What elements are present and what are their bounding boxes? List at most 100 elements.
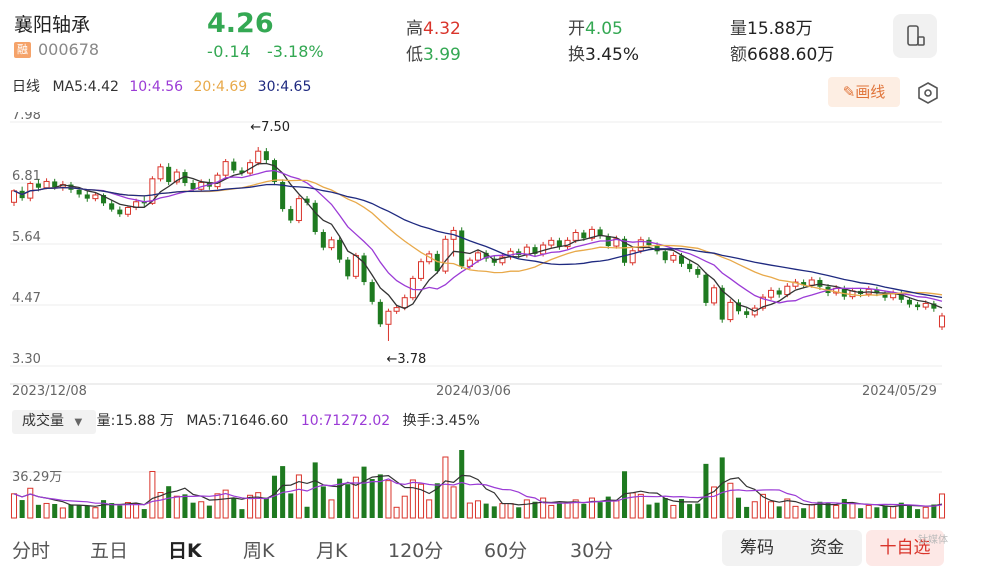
volume-bar xyxy=(792,505,799,519)
tab-intraday[interactable]: 分时 xyxy=(12,540,51,562)
volume-bar xyxy=(564,502,571,519)
tab-30min[interactable]: 30分 xyxy=(570,540,614,562)
volume-bar xyxy=(727,482,734,519)
period-tabs: 分时 五日 日K 周K 月K 120分 60分 30分 xyxy=(0,532,720,568)
candle-body xyxy=(68,184,74,190)
candle-body xyxy=(417,261,425,279)
candle-body xyxy=(459,230,465,267)
watermark-logo: 钛媒体 xyxy=(918,535,948,546)
tab-five-day[interactable]: 五日 xyxy=(90,540,129,562)
candle-body xyxy=(295,198,302,222)
volume-bar xyxy=(784,498,791,519)
y-tick-label: 7.98 xyxy=(12,112,41,123)
landscape-toggle-button[interactable] xyxy=(893,14,937,58)
candle-body xyxy=(801,282,807,286)
volume-turnover: 换手:3.45% xyxy=(402,413,480,429)
candle-body xyxy=(304,198,310,203)
volume-bar xyxy=(833,504,840,519)
volume-bar xyxy=(206,505,212,518)
volume-bar xyxy=(345,484,351,518)
volume-bar xyxy=(84,505,90,518)
volume-ma5: MA5:71646.60 xyxy=(186,413,289,429)
candle-body xyxy=(906,299,912,305)
volume-bar xyxy=(68,504,74,518)
date-label-start: 2023/12/08 xyxy=(12,384,87,399)
volume-bar xyxy=(703,463,709,518)
volume-bar xyxy=(337,478,343,518)
volume-bar xyxy=(922,506,929,519)
indicator-select[interactable] xyxy=(12,410,96,434)
add-watchlist-button[interactable]: 十自选 xyxy=(866,530,944,566)
volume-bar xyxy=(678,498,685,518)
turnover-value: 3.45% xyxy=(585,45,640,65)
open-quote: 开4.05 xyxy=(568,14,623,39)
volume-bar xyxy=(581,503,587,518)
price-change-pct: -3.18% xyxy=(267,42,324,61)
candle-body xyxy=(938,315,946,328)
candle-body xyxy=(173,171,180,183)
funds-button[interactable]: 资金 xyxy=(792,530,862,566)
volume-ma10: 10:71272.02 xyxy=(300,413,391,429)
volume-quote: 量15.88万 xyxy=(730,14,813,39)
volume-bar xyxy=(808,504,815,519)
open-value: 4.05 xyxy=(585,19,623,39)
volume-bar xyxy=(182,494,188,518)
settings-button[interactable] xyxy=(915,80,941,106)
volume-bar xyxy=(915,509,921,518)
volume-bar xyxy=(239,509,245,518)
tab-weekly-k[interactable]: 周K xyxy=(243,540,275,562)
draw-line-button[interactable]: ✎画线 xyxy=(828,77,900,107)
indicator-select-label[interactable]: 成交量 xyxy=(22,413,64,429)
candle-body xyxy=(92,194,99,200)
candle-body xyxy=(474,252,482,261)
volume-bar xyxy=(52,503,58,518)
volume-bar xyxy=(540,497,547,519)
volume-bar xyxy=(271,475,278,518)
tab-monthly-k[interactable]: 月K xyxy=(316,540,348,562)
rotate-phone-icon xyxy=(907,25,925,46)
candle-body xyxy=(622,238,628,263)
candlestick-chart[interactable]: 7.98 6.81 5.64 4.47 3.30 ←7.50 ←3.78 xyxy=(0,112,950,402)
volume-bar xyxy=(898,502,904,518)
candle-body xyxy=(931,303,937,309)
volume-bar xyxy=(190,502,196,518)
volume-bar xyxy=(865,504,872,519)
volume-bar xyxy=(687,504,693,518)
candle-body xyxy=(581,232,587,239)
volume-bar xyxy=(654,502,660,518)
candle-body xyxy=(442,238,449,272)
volume-bar xyxy=(385,480,392,519)
tab-daily-k[interactable]: 日K xyxy=(168,540,202,562)
candle-body xyxy=(124,207,131,215)
volume-bar xyxy=(483,503,489,518)
volume-bar xyxy=(117,505,123,518)
candle-body xyxy=(687,263,693,270)
candle-body xyxy=(727,301,734,321)
candle-body xyxy=(759,296,766,309)
candle-body xyxy=(744,311,750,315)
volume-bar xyxy=(507,503,514,519)
volume-bar xyxy=(523,499,530,519)
candle-body xyxy=(385,310,392,325)
candle-body xyxy=(352,254,359,277)
volume-chart[interactable] xyxy=(0,440,950,522)
volume-bar xyxy=(166,486,172,518)
candle-body xyxy=(157,166,164,180)
candle-body xyxy=(84,194,90,199)
candle-body xyxy=(768,289,775,298)
chips-button[interactable]: 筹码 xyxy=(722,530,792,566)
volume-bar xyxy=(442,456,449,519)
candle-body xyxy=(784,285,791,296)
volume-bar xyxy=(27,487,34,519)
volume-bar xyxy=(474,500,482,519)
candle-body xyxy=(149,178,156,204)
candle-body xyxy=(255,150,262,164)
chevron-down-icon[interactable]: ▼ xyxy=(74,417,83,428)
volume-bar xyxy=(328,499,335,519)
volume-bar xyxy=(801,508,807,518)
tab-120min[interactable]: 120分 xyxy=(388,540,444,562)
volume-bar xyxy=(434,483,440,518)
tab-60min[interactable]: 60分 xyxy=(484,540,528,562)
volume-bar xyxy=(352,476,359,519)
ma10-line xyxy=(13,169,943,304)
